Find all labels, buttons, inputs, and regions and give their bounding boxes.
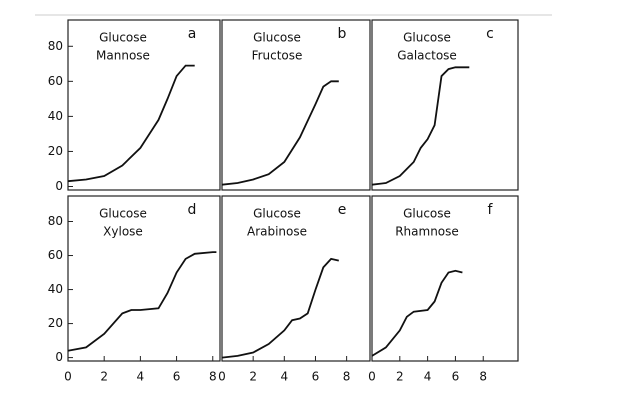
curve: [67, 251, 217, 352]
panel-frame: [67, 19, 221, 191]
x-tick-label: 4: [424, 370, 432, 384]
x-tick-label: 0: [218, 370, 226, 384]
panel-letter: c: [486, 26, 494, 42]
panel-letter: b: [338, 26, 347, 42]
panel-frame: [221, 195, 371, 362]
curve: [221, 257, 339, 359]
panel-frame: [221, 19, 371, 191]
x-tick-label: 2: [396, 370, 404, 384]
x-tick-label: 2: [100, 370, 108, 384]
panel-annotation: Glucose: [99, 207, 147, 221]
panel-frame: [67, 195, 221, 362]
y-tick-label: 80: [48, 39, 63, 53]
panel-letter: f: [488, 202, 494, 218]
panel-annotation: Glucose: [403, 207, 451, 221]
y-tick-label: 60: [48, 248, 63, 262]
panel-annotation: Glucose: [99, 31, 147, 45]
x-tick-label: 4: [280, 370, 288, 384]
curve: [371, 66, 470, 186]
curve: [221, 80, 339, 186]
panel-annotation: Rhamnose: [395, 225, 459, 239]
y-tick-label: 40: [48, 109, 63, 123]
panel-frame: [371, 19, 519, 191]
curve: [371, 269, 463, 357]
panel-annotation: Galactose: [397, 49, 457, 63]
x-tick-label: 0: [368, 370, 376, 384]
panel-letter: a: [188, 26, 197, 42]
y-tick-label: 40: [48, 282, 63, 296]
x-tick-label: 0: [64, 370, 72, 384]
panel-annotation: Glucose: [253, 31, 301, 45]
x-tick-label: 6: [173, 370, 181, 384]
x-tick-label: 2: [249, 370, 257, 384]
y-tick-label: 20: [48, 316, 63, 330]
y-tick-label: 0: [55, 350, 63, 364]
curve: [67, 64, 195, 183]
panel-annotation: Xylose: [103, 225, 143, 239]
x-tick-label: 8: [343, 370, 351, 384]
x-tick-label: 8: [479, 370, 487, 384]
panel-annotation: Mannose: [96, 49, 150, 63]
y-tick-label: 80: [48, 214, 63, 228]
panel-letter: e: [338, 202, 347, 218]
x-tick-label: 6: [452, 370, 460, 384]
y-tick-label: 20: [48, 144, 63, 158]
y-tick-label: 60: [48, 74, 63, 88]
panel-letter: d: [188, 202, 197, 218]
panel-frame: [371, 195, 519, 362]
x-tick-label: 8: [209, 370, 217, 384]
panel-annotation: Glucose: [403, 31, 451, 45]
panel-annotation: Glucose: [253, 207, 301, 221]
y-tick-label: 0: [55, 179, 63, 193]
x-tick-label: 6: [312, 370, 320, 384]
panel-annotation: Arabinose: [247, 225, 307, 239]
x-tick-label: 4: [137, 370, 145, 384]
panel-annotation: Fructose: [252, 49, 303, 63]
